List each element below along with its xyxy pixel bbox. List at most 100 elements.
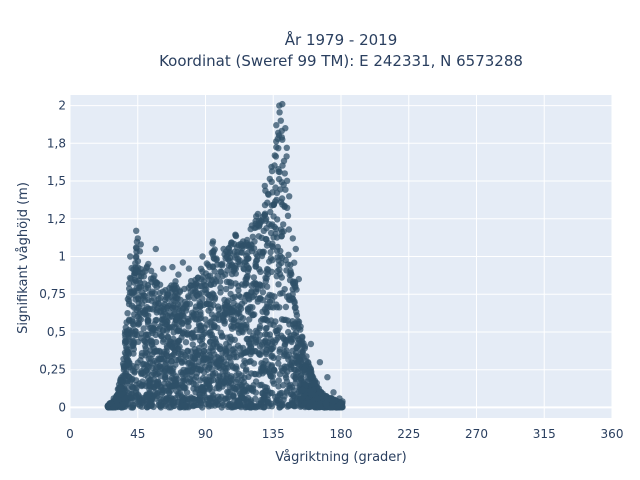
data-point xyxy=(273,396,280,404)
data-point xyxy=(280,157,288,165)
data-point xyxy=(155,401,162,409)
data-point xyxy=(135,321,142,328)
data-point xyxy=(209,366,216,373)
data-point xyxy=(157,323,164,330)
data-point xyxy=(147,267,155,274)
data-point xyxy=(276,109,283,116)
data-point xyxy=(297,354,304,361)
data-point xyxy=(272,225,280,232)
data-point xyxy=(212,335,219,343)
data-point xyxy=(197,398,204,405)
data-point xyxy=(299,349,306,356)
data-point xyxy=(182,376,189,383)
data-point xyxy=(170,282,178,289)
data-point xyxy=(267,345,275,353)
data-point xyxy=(258,365,265,372)
data-point xyxy=(316,403,323,411)
data-point xyxy=(152,245,159,253)
data-point xyxy=(218,333,226,340)
data-point xyxy=(272,318,279,325)
data-point xyxy=(154,382,161,389)
y-tick-label: 0,75 xyxy=(39,287,66,301)
data-point xyxy=(285,226,293,233)
data-point xyxy=(278,365,285,372)
data-point xyxy=(282,371,289,379)
data-point xyxy=(307,388,314,395)
data-point xyxy=(275,377,282,384)
data-point xyxy=(225,389,232,396)
data-point xyxy=(202,329,209,337)
data-point xyxy=(263,275,270,282)
data-point xyxy=(339,398,346,405)
x-tick-label: 315 xyxy=(533,427,556,441)
data-point xyxy=(291,304,299,311)
data-point xyxy=(177,350,185,358)
y-tick-label: 0 xyxy=(58,400,66,414)
data-point xyxy=(216,373,223,381)
data-point xyxy=(330,389,337,396)
data-point xyxy=(204,380,211,388)
data-point xyxy=(200,348,207,355)
data-point xyxy=(161,320,169,328)
data-point xyxy=(210,301,217,309)
data-point xyxy=(306,367,314,374)
data-point xyxy=(295,318,303,325)
data-point xyxy=(166,309,174,317)
data-point xyxy=(256,382,264,389)
data-point xyxy=(273,122,280,129)
data-point xyxy=(263,309,270,317)
data-point xyxy=(197,365,205,372)
data-point xyxy=(145,260,152,268)
data-point xyxy=(231,248,238,255)
data-point xyxy=(137,292,145,299)
data-point xyxy=(288,363,295,370)
data-point xyxy=(247,303,254,311)
data-point xyxy=(169,367,176,375)
y-tick-label: 1,5 xyxy=(47,174,66,188)
data-point xyxy=(227,279,235,286)
data-point xyxy=(158,364,165,371)
data-point xyxy=(139,396,147,403)
data-point xyxy=(285,351,293,359)
data-point xyxy=(137,241,144,248)
data-point xyxy=(234,376,241,383)
data-point xyxy=(267,208,274,216)
data-point xyxy=(147,355,154,362)
data-point xyxy=(285,251,292,258)
data-point xyxy=(242,258,249,265)
data-point xyxy=(230,299,237,307)
data-point xyxy=(284,212,292,219)
data-point xyxy=(207,281,214,288)
data-point xyxy=(219,399,226,407)
data-point xyxy=(289,235,296,242)
data-point xyxy=(282,256,289,264)
x-tick-label: 45 xyxy=(130,427,145,441)
data-point xyxy=(133,227,140,234)
data-point xyxy=(246,316,253,323)
data-point xyxy=(263,384,270,391)
data-point xyxy=(259,389,266,397)
data-point xyxy=(159,338,167,345)
data-point xyxy=(167,377,174,384)
data-point xyxy=(195,348,203,355)
data-point xyxy=(293,344,301,352)
data-point xyxy=(287,267,294,274)
data-point xyxy=(235,287,242,294)
data-point xyxy=(272,198,279,205)
data-point xyxy=(181,402,188,410)
data-point xyxy=(131,368,138,375)
data-point xyxy=(144,317,151,324)
data-point xyxy=(285,296,293,303)
data-point xyxy=(247,241,254,248)
data-point xyxy=(121,340,129,347)
data-point xyxy=(199,253,206,260)
data-point xyxy=(239,315,247,322)
data-point xyxy=(286,193,293,200)
chart-title-line1: År 1979 - 2019 xyxy=(285,30,398,49)
data-point xyxy=(254,285,261,292)
data-point xyxy=(235,318,242,325)
data-point xyxy=(213,315,220,322)
data-point xyxy=(134,235,141,242)
data-point xyxy=(276,371,284,378)
